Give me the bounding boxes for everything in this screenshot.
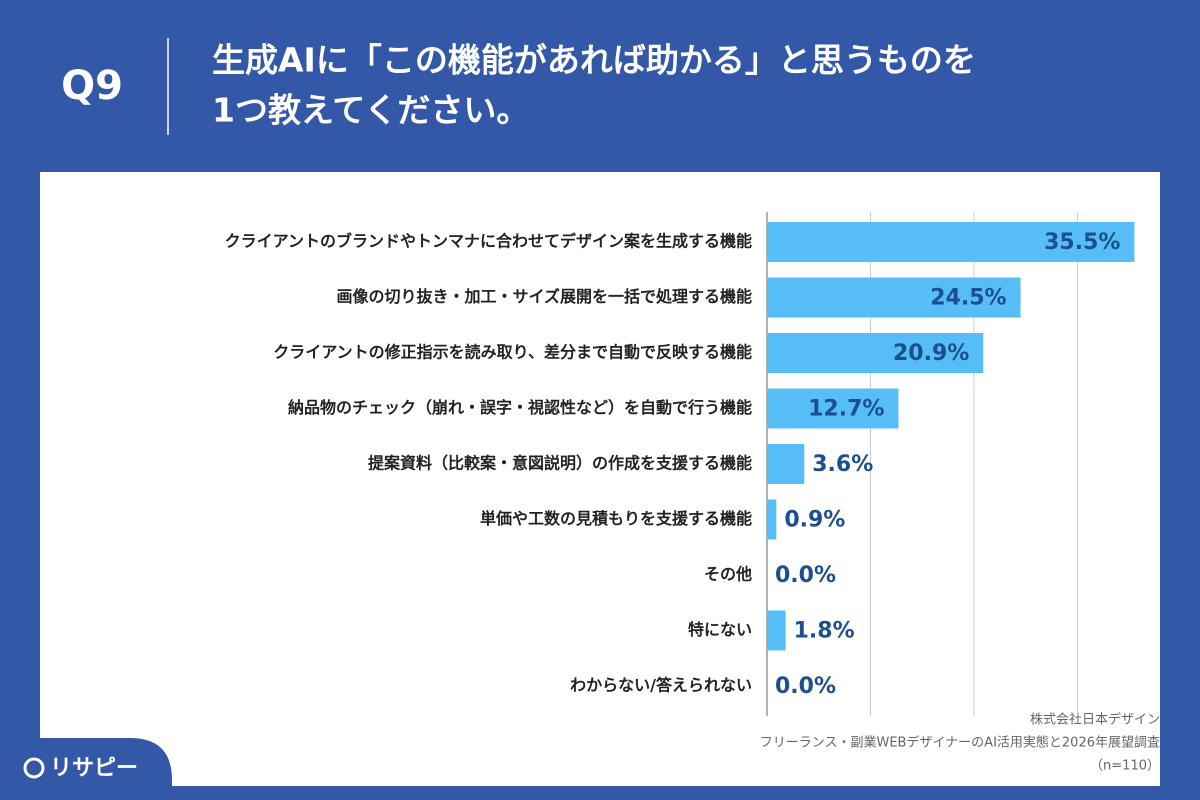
title-line: 1つ教えてください。 [212,91,529,130]
category-label: クライアントのブランドやトンマナに合わせてデザイン案を生成する機能 [225,232,752,251]
footer-company: 株式会社日本デザイン [1030,712,1160,728]
value-label: 3.6% [812,452,873,477]
logo: リサピー [50,756,138,781]
category-label: 提案資料（比較案・意図説明）の作成を支援する機能 [368,454,752,473]
bar [767,610,786,651]
bar [767,333,984,373]
value-label: 0.0% [775,563,836,588]
bar [767,388,899,429]
panel [40,172,1160,786]
category-label: その他 [704,565,752,584]
category-label: わからない/答えられない [570,676,752,695]
category-label: 画像の切り抜き・加工・サイズ展開を一括で処理する機能 [336,287,752,306]
category-label: クライアントの修正指示を読み取り、差分まで自動で反映する機能 [273,343,752,362]
logo-tab [0,738,172,800]
bar [767,499,777,540]
category-label: 納品物のチェック（崩れ・誤字・視認性など）を自動で行う機能 [288,398,752,417]
value-label: 12.7% [808,397,884,422]
value-label: 24.5% [930,286,1006,311]
value-label: 0.9% [784,508,845,533]
category-label: 単価や工数の見積もりを支援する機能 [480,509,752,528]
value-label: 35.5% [1044,230,1120,255]
footer-sample: （n=110） [1090,759,1160,774]
value-label: 1.8% [794,619,855,644]
footer-survey: フリーランス・副業WEBデザイナーのAI活用実態と2026年展望調査 [760,735,1160,751]
bar [767,277,1021,318]
logo-icon [23,757,45,779]
question-number: Q9 [61,63,123,109]
bar [767,444,805,484]
value-label: 0.0% [775,674,836,699]
title-line: 生成AIに「この機能があれば助かる」と思うものを [212,41,976,80]
value-label: 20.9% [893,341,969,366]
category-label: 特にない [688,620,752,639]
bar [767,222,1135,262]
